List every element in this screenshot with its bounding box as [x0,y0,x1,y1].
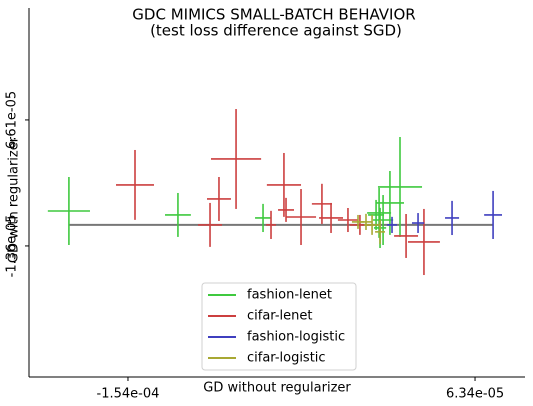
y-tick-label: -1.36e-05 [5,214,20,277]
chart-title: GDC MIMICS SMALL-BATCH BEHAVIOR [132,6,415,24]
y-axis-label: GD with regularizer [7,136,22,263]
legend-label: cifar-lenet [247,309,312,324]
legend-label: cifar-logistic [247,351,326,366]
legend-label: fashion-logistic [247,330,345,345]
chart-subtitle: (test loss difference against SGD) [150,22,402,40]
x-tick-label: 6.34e-05 [446,387,504,402]
legend-box [201,282,357,371]
y-tick-label: 6.61e-05 [5,91,20,149]
x-tick-label: -1.54e-04 [97,387,160,402]
x-axis-label: GD without regularizer [203,381,351,396]
legend-label: fashion-lenet [247,288,332,303]
